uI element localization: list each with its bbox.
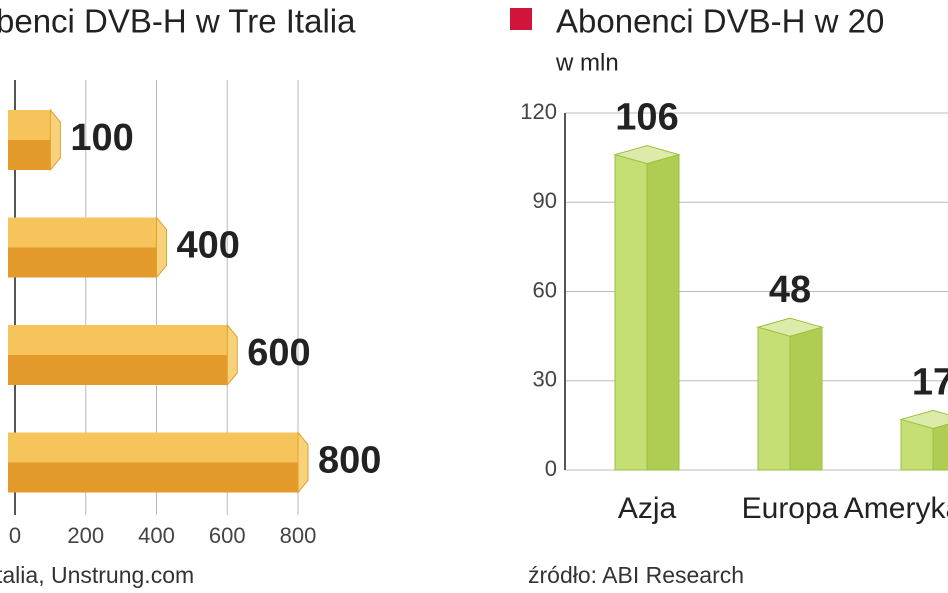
bar-top [8,432,298,463]
y-tick-label: 0 [545,456,557,481]
chart-title: benci DVB-H w Tre Italia [0,3,356,40]
bar [8,462,298,493]
x-tick-label: 0 [9,523,21,548]
x-tick-label: 800 [280,523,317,548]
bar [757,326,791,471]
y-tick-label: 120 [520,99,557,124]
x-tick-label: 600 [209,523,246,548]
x-tick-label: Europa [742,492,839,525]
bar-cap [297,431,309,494]
y-tick-label: 30 [533,367,557,392]
bar [8,140,51,170]
x-tick-label: 200 [67,523,104,548]
chart-title: Abonenci DVB-H w 20 [556,3,884,40]
bar-side [932,418,948,471]
value-label: 100 [70,117,133,159]
x-tick-label: Azja [618,492,677,525]
value-label: 600 [247,332,310,374]
x-tick-label: Ameryka Płn. [844,492,948,525]
value-label: 400 [177,225,240,267]
value-label: 800 [318,440,381,482]
bar-top [756,317,824,337]
value-label: 17 [912,361,948,403]
bar-side [646,154,680,471]
bar-top [613,145,681,165]
bar-cap [156,216,167,279]
bar-side [789,326,823,471]
bar-cap [49,108,61,172]
bar [8,247,157,278]
bar-top [899,409,948,429]
bar-top [8,110,51,140]
bar [8,355,228,385]
bar [900,418,934,471]
y-tick-label: 90 [533,188,557,213]
value-label: 106 [615,97,678,139]
y-tick-label: 60 [533,277,557,302]
source: źródło: ABI Research [528,562,744,588]
chart-subtitle: w mln [555,49,619,76]
bar-top [8,325,228,355]
bar-top [8,217,157,248]
value-label: 48 [769,269,811,311]
x-tick-label: 400 [138,523,175,548]
source: talia, Unstrung.com [0,562,194,588]
bar-cap [226,323,238,387]
bar [614,154,648,471]
title-marker [510,8,532,30]
